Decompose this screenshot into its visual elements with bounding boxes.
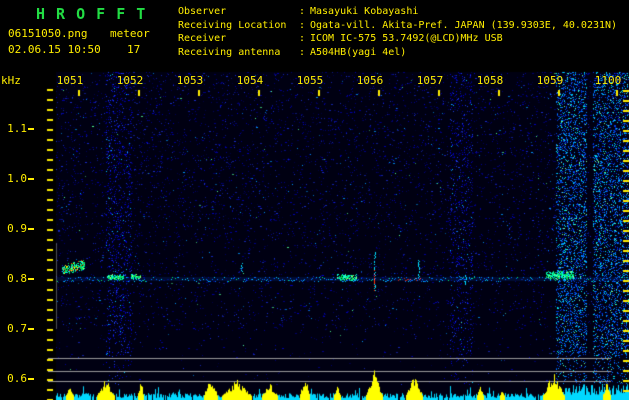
filename: 06151050.png (8, 27, 88, 40)
meteor-count: 17 (127, 43, 141, 56)
info-label: Receiver (178, 33, 227, 44)
mode-label: meteor (110, 27, 150, 40)
time-tick-label: 1055 (296, 74, 324, 87)
freq-tick-label: 0.7 (0, 322, 34, 335)
info-separator: : (299, 46, 306, 58)
datetime: 02.06.15 10:50 (8, 43, 101, 56)
info-label: Receiving antenna (178, 46, 281, 58)
time-tick-label: 1059 (536, 74, 564, 87)
freq-tick-label: 1.1 (0, 122, 34, 135)
freq-major-tick (28, 128, 34, 130)
info-value: ICOM IC-575 53.7492(@LCD)MHz USB (310, 33, 503, 44)
time-tick-label: 1052 (116, 74, 144, 87)
station-info: Observer: Masayuki Kobayashi Receiving Lo… (178, 5, 617, 59)
freq-major-tick (28, 178, 34, 180)
freq-tick-label: 0.8 (0, 272, 34, 285)
freq-tick-value: 1.0 (7, 172, 27, 185)
info-label: Observer (178, 6, 227, 17)
app-title: H R O F F T (36, 5, 147, 23)
time-tick-label: 1100 (594, 74, 622, 87)
freq-tick-label: 0.9 (0, 222, 34, 235)
freq-tick-value: 0.7 (7, 322, 27, 335)
freq-tick-value: 0.9 (7, 222, 27, 235)
info-row-location: Receiving Location: Ogata-vill. Akita-Pre… (178, 19, 617, 33)
freq-axis-unit: kHz (1, 74, 21, 87)
info-value: Ogata-vill. Akita-Pref. JAPAN (139.9303E… (310, 19, 618, 31)
freq-major-tick (28, 228, 34, 230)
freq-major-tick (28, 278, 34, 280)
info-value: A504HB(yagi 4el) (310, 46, 407, 58)
info-separator: : (299, 19, 306, 31)
freq-tick-value: 1.1 (7, 122, 27, 135)
freq-tick-value: 0.8 (7, 272, 27, 285)
info-label: Receiving Location (178, 19, 287, 31)
freq-tick-value: 0.6 (7, 372, 27, 385)
time-tick-label: 1057 (416, 74, 444, 87)
time-tick-label: 1053 (176, 74, 204, 87)
time-tick-label: 1058 (476, 74, 504, 87)
freq-major-tick (28, 378, 34, 380)
time-tick-label: 1054 (236, 74, 264, 87)
info-row-receiver: Receiver: ICOM IC-575 53.7492(@LCD)MHz US… (178, 32, 617, 46)
time-tick-label: 1056 (356, 74, 384, 87)
time-tick-label: 1051 (56, 74, 84, 87)
info-row-antenna: Receiving antenna: A504HB(yagi 4el) (178, 46, 617, 60)
info-separator: : (299, 6, 306, 17)
freq-tick-label: 1.0 (0, 172, 34, 185)
freq-major-tick (28, 328, 34, 330)
info-separator: : (299, 33, 306, 44)
freq-tick-label: 0.6 (0, 372, 34, 385)
info-row-observer: Observer: Masayuki Kobayashi (178, 5, 617, 19)
info-value: Masayuki Kobayashi (310, 6, 419, 17)
